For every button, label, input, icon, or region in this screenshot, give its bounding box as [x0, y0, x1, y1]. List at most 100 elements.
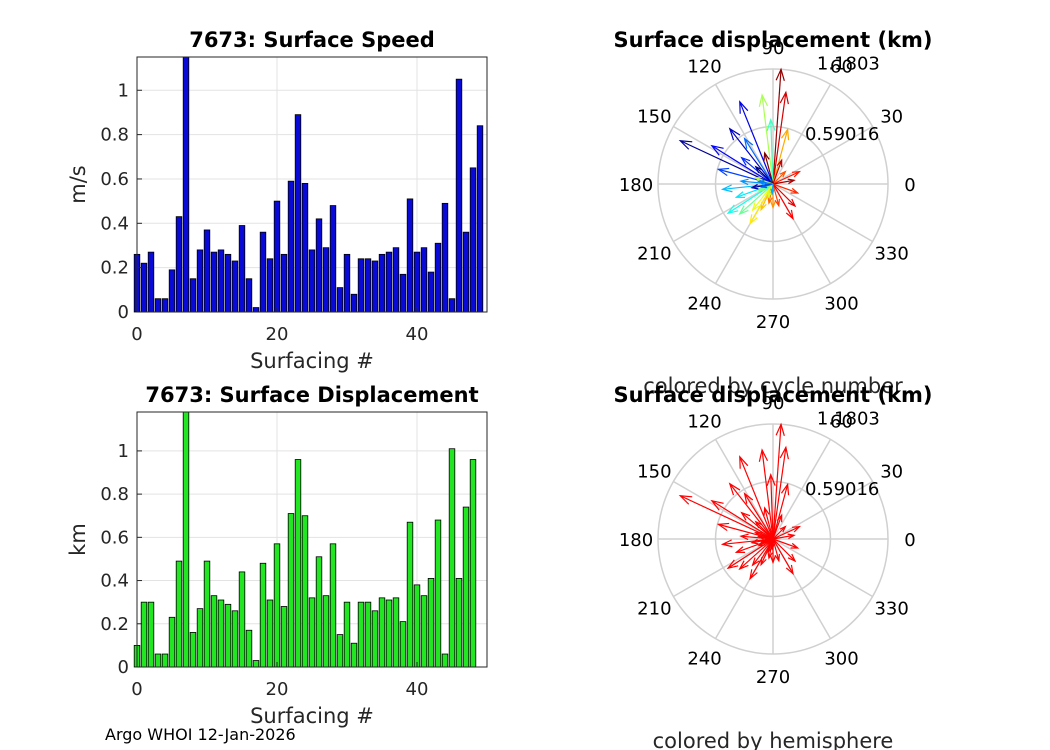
vector-arrowhead	[756, 179, 765, 185]
displacement-vector	[727, 183, 774, 214]
polar-spoke	[673, 480, 774, 540]
vector-arrowhead	[767, 546, 773, 554]
bar	[427, 271, 435, 313]
displacement-vector	[772, 538, 798, 549]
displacement-vector	[744, 138, 774, 185]
polar-spoke	[714, 84, 774, 185]
displacement-vector	[761, 183, 774, 188]
bar	[273, 200, 281, 313]
vector-arrowhead	[739, 533, 749, 541]
bar	[462, 506, 470, 668]
vector-arrowhead	[726, 559, 739, 570]
y-tick-label: 1	[118, 80, 129, 101]
bar	[350, 642, 358, 668]
vector-arrowhead	[780, 482, 790, 496]
angle-label: 240	[687, 294, 721, 315]
y-axis-label: m/s	[66, 165, 90, 203]
bar	[280, 606, 288, 668]
bar	[336, 634, 344, 668]
chart-title: Surface displacement (km)	[613, 383, 932, 407]
bar	[231, 260, 239, 313]
displacement-vector	[749, 538, 774, 579]
angle-label: 330	[874, 599, 908, 620]
vector-arrowhead	[758, 93, 769, 107]
vector-arrowhead	[740, 511, 751, 521]
x-tick-label: 40	[406, 679, 429, 700]
vector-arrowhead	[743, 492, 754, 504]
displacement-vector	[744, 493, 774, 540]
bar	[350, 293, 358, 313]
ring-label-inner: 0.59016	[805, 124, 879, 145]
vector-arrowhead	[779, 90, 789, 105]
chart-caption: colored by hemisphere	[653, 729, 894, 750]
bar	[364, 601, 372, 668]
vector-arrowhead	[754, 165, 763, 174]
bar	[448, 448, 456, 668]
polar-spoke	[772, 439, 832, 540]
bar	[455, 78, 463, 313]
vector-arrowhead	[760, 183, 768, 189]
y-tick-label: 0.2	[100, 258, 129, 279]
vector-arrowhead	[710, 144, 724, 156]
displacement-vector	[755, 166, 774, 185]
bar	[427, 577, 435, 668]
vector-arrowhead	[791, 525, 802, 533]
bar	[280, 253, 288, 313]
bar	[245, 278, 253, 313]
x-tick-label: 0	[131, 324, 142, 345]
displacement-vector	[718, 168, 774, 185]
bar	[406, 198, 414, 313]
bar	[210, 595, 218, 668]
displacement-vector	[729, 128, 774, 185]
bar	[210, 251, 218, 313]
bar	[392, 247, 400, 313]
y-tick-label: 0.8	[100, 484, 129, 505]
bar	[357, 601, 365, 668]
bar	[259, 231, 267, 313]
ring-label-inner: 0.59016	[805, 479, 879, 500]
vector-arrowhead	[749, 214, 758, 226]
vector-arrowhead	[728, 482, 741, 496]
bar	[336, 287, 344, 313]
displacement-bar-chart: 0 20 40 0 0.2 0.4 0.6 0.8 1 7673: Surface Displac…	[66, 383, 488, 728]
bar	[287, 180, 295, 313]
axes-box	[136, 411, 488, 668]
displacement-vector	[711, 500, 774, 540]
angle-label: 180	[619, 530, 653, 551]
displacement-vector	[752, 183, 774, 211]
displacement-vector	[772, 171, 786, 185]
bar	[357, 258, 365, 313]
polar-spoke	[714, 439, 774, 540]
vector-arrowhead	[743, 137, 754, 149]
bar	[308, 597, 316, 668]
x-tick-label: 20	[266, 324, 289, 345]
bar	[238, 225, 246, 313]
displacement-vector	[772, 538, 796, 562]
vector-arrowhead	[749, 569, 758, 581]
displacement-vector	[772, 514, 783, 540]
angle-label: 210	[637, 244, 671, 265]
angle-label: 300	[824, 294, 858, 315]
vector-arrowhead	[774, 198, 780, 208]
displacement-vector	[749, 183, 774, 224]
vector-arrowhead	[734, 546, 746, 553]
vector-arrowhead	[710, 499, 724, 511]
displacement-vector	[772, 183, 780, 206]
bar	[385, 251, 393, 313]
vector-arrowhead	[779, 170, 787, 178]
bar	[441, 653, 449, 668]
angle-label: 60	[830, 56, 853, 77]
y-tick-label: 0.6	[100, 527, 129, 548]
x-axis-label: Surfacing #	[250, 704, 374, 728]
bar	[329, 205, 337, 313]
vector-arrowhead	[787, 553, 797, 563]
vector-arrowhead	[775, 67, 785, 82]
displacement-vector	[711, 145, 774, 185]
angle-label: 90	[762, 393, 785, 414]
bar	[448, 298, 456, 313]
vector-arrowhead	[751, 202, 760, 212]
vector-arrowhead	[756, 534, 765, 540]
vector-arrowhead	[750, 183, 759, 190]
vector-arrowhead	[767, 196, 773, 205]
bar	[252, 307, 260, 313]
